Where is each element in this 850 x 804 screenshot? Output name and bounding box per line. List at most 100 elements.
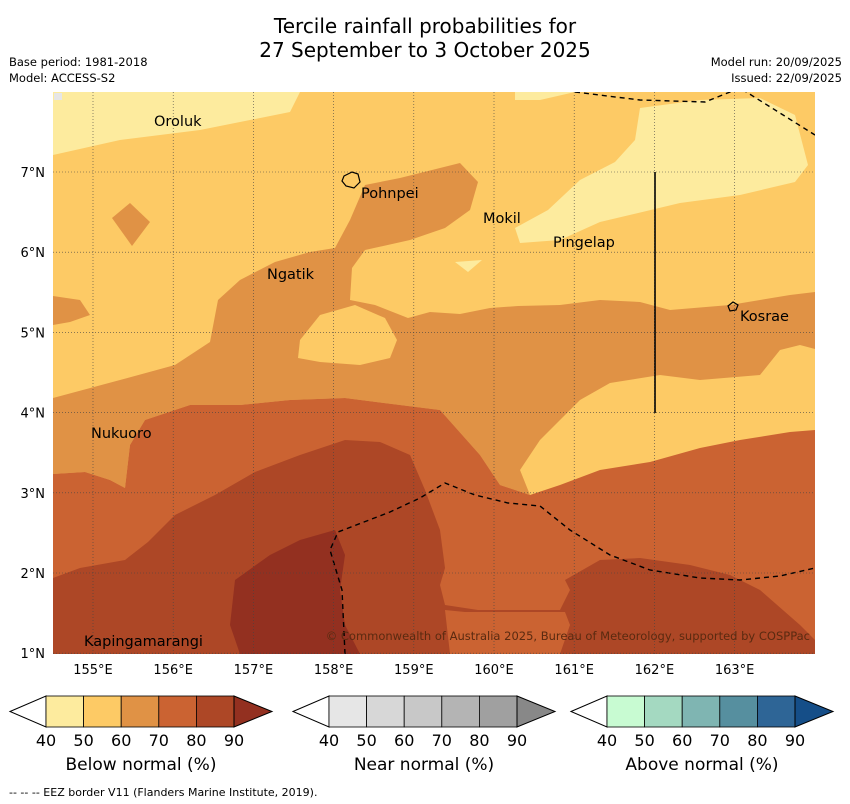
band-60-70-small [112,203,150,246]
band-60-70-central [53,163,815,495]
lon-tick-label: 156°E [153,663,193,678]
probability-field [53,92,815,654]
legend-swatch [366,695,405,728]
legend-swatch [644,695,683,728]
lat-tick-label: 1°N [21,647,46,662]
latitude-labels: 7°N 6°N 5°N 4°N 3°N 2°N 1°N [21,166,46,662]
legend-tick-label: 90 [507,731,527,750]
legend-near: 40 50 60 70 80 90 [291,695,557,750]
lon-tick-label: 155°E [73,663,113,678]
band-40-50-top [515,92,575,100]
band-90-plus [230,530,360,654]
meta-left: Base period: 1981-2018 Model: ACCESS-S2 [9,54,148,86]
eez-border-north [574,92,815,136]
lon-tick-label: 163°E [715,663,755,678]
legend-tick-label: 80 [469,731,489,750]
copyright-notice: © Commonwealth of Australia 2025, Bureau… [326,629,810,643]
legend-title-near: Near normal (%) [353,755,495,775]
legend-title-below: Below normal (%) [65,755,217,775]
legend-tick-label: 60 [394,731,414,750]
legend-swatch [158,695,197,728]
band-40-50-patch [455,260,482,272]
place-oroluk: Oroluk [154,114,202,130]
place-ngatik: Ngatik [267,267,315,283]
lon-tick-label: 159°E [394,663,434,678]
legend-tick-label: 50 [73,731,93,750]
legend-arrow-left [291,695,330,728]
place-mokil: Mokil [483,211,521,227]
legend-tick-label: 70 [149,731,169,750]
place-labels: Oroluk Pohnpei Mokil Pingelap Ngatik Kos… [84,114,789,650]
legend-tick-label: 40 [319,731,339,750]
legend-swatch [45,695,84,728]
legend-arrow-right [516,695,557,728]
legend-group: 40 50 60 70 80 90 40 50 60 70 80 90 40 50 60 70 80 90 [8,695,835,750]
legend-arrow-left [569,695,608,728]
legend-title-above: Above normal (%) [625,755,779,775]
map-title-line1: Tercile rainfall probabilities for [273,14,577,38]
legend-swatch [441,695,480,728]
map-title-line2: 27 September to 3 October 2025 [259,38,591,62]
legend-arrow-right [794,695,835,728]
legend-swatch [719,695,758,728]
longitude-labels: 155°E 156°E 157°E 158°E 159°E 160°E 161°E 162°E… [73,663,754,678]
model-run: Model run: 20/09/2025 [710,55,842,69]
band-50-60-pocket [298,305,397,365]
legend-tick-label: 80 [186,731,206,750]
legend-arrow-right [233,695,274,728]
legend-tick-label: 40 [597,731,617,750]
legend-arrow-left [8,695,47,728]
band-40-50-north [53,92,300,155]
model-name: Model: ACCESS-S2 [9,71,116,85]
legend-swatch [478,695,518,728]
legend-swatch [83,695,122,728]
lat-tick-label: 2°N [21,567,46,582]
place-kapingamarangi: Kapingamarangi [84,634,203,650]
lat-tick-label: 3°N [21,487,46,502]
place-nukuoro: Nukuoro [91,426,152,442]
legend-swatch [403,695,443,728]
lon-tick-label: 157°E [234,663,274,678]
legend-swatch [195,695,235,728]
issued-date: Issued: 22/09/2025 [731,71,842,85]
legend-tick-label: 40 [36,731,56,750]
lon-tick-label: 160°E [474,663,514,678]
lon-tick-label: 158°E [314,663,354,678]
gridlines [53,92,815,654]
lon-tick-label: 161°E [554,663,594,678]
place-pohnpei: Pohnpei [361,186,419,202]
legend-below: 40 50 60 70 80 90 [8,695,274,750]
band-70-80-south [445,610,570,654]
legend-swatch [606,695,645,728]
lat-tick-label: 4°N [21,407,46,422]
legend-swatch [681,695,721,728]
lat-tick-label: 7°N [21,166,46,181]
legend-tick-label: 70 [710,731,730,750]
legend-swatch [757,695,796,728]
legend-tick-label: 90 [224,731,244,750]
legend-above: 40 50 60 70 80 90 [569,695,835,750]
legend-tick-label: 50 [356,731,376,750]
legend-swatch [120,695,160,728]
eez-border-south [329,482,815,654]
legend-tick-label: 60 [111,731,131,750]
legend-tick-label: 60 [672,731,692,750]
base-period: Base period: 1981-2018 [9,55,148,69]
legend-tick-label: 90 [785,731,805,750]
lat-tick-label: 5°N [21,326,46,341]
legend-tick-label: 70 [432,731,452,750]
place-kosrae: Kosrae [740,309,789,325]
place-pingelap: Pingelap [553,235,615,251]
corner-marker [54,93,62,100]
legend-swatch [328,695,367,728]
pohnpei-outline [341,171,361,189]
eez-footnote: -- -- -- EEZ border V11 (Flanders Marine… [9,786,318,799]
meta-right: Model run: 20/09/2025 Issued: 22/09/2025 [711,54,842,86]
band-60-70-west-patch [53,296,90,325]
lat-tick-label: 6°N [21,246,46,261]
lon-tick-label: 162°E [635,663,675,678]
legend-tick-label: 80 [747,731,767,750]
kosrae-outline [727,301,739,312]
legend-tick-label: 50 [634,731,654,750]
